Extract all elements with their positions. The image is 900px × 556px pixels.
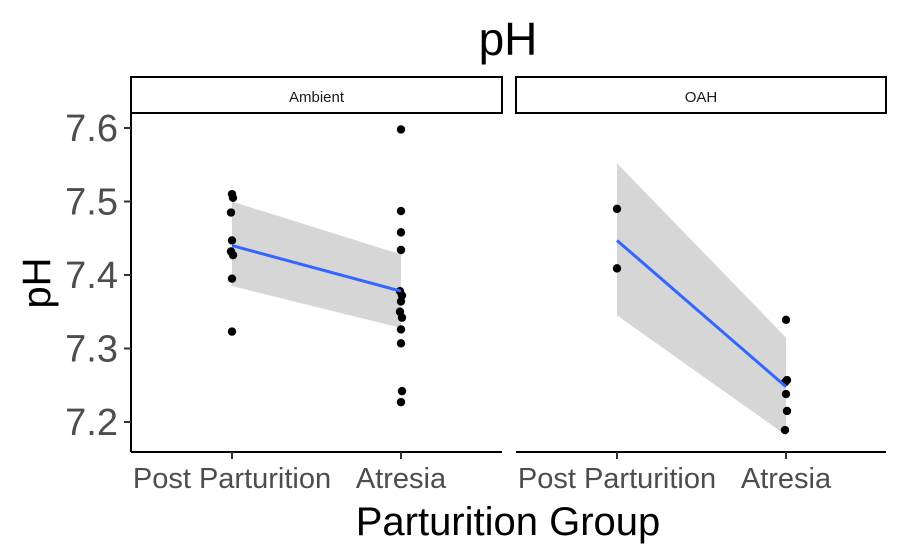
data-point xyxy=(781,389,791,399)
y-tick-label: 7.4 xyxy=(65,255,118,297)
y-tick-label: 7.3 xyxy=(65,329,118,371)
y-tick-label: 7.6 xyxy=(65,108,118,150)
data-point xyxy=(396,245,406,255)
strip-label-ambient: Ambient xyxy=(289,89,345,106)
data-point xyxy=(227,327,237,336)
data-point xyxy=(396,206,406,216)
data-point xyxy=(396,125,406,134)
chart-title: pH xyxy=(479,13,538,65)
points-layer-oah xyxy=(612,204,792,435)
data-point xyxy=(397,386,407,396)
fit-line xyxy=(231,244,402,293)
fit-line xyxy=(616,239,787,388)
ribbon-layer-oah xyxy=(617,163,786,436)
data-point xyxy=(396,339,406,348)
data-point xyxy=(782,406,792,416)
data-point xyxy=(227,236,237,245)
data-point xyxy=(227,274,237,283)
data-point xyxy=(612,264,622,273)
x-axis-title: Parturition Group xyxy=(356,500,661,544)
data-point xyxy=(396,397,406,407)
fit-layer-ambient xyxy=(231,244,402,293)
y-tick-label: 7.5 xyxy=(65,182,118,224)
panel-oah: OAH xyxy=(515,76,887,459)
x-tick-label-atresia-ambient: Atresia xyxy=(356,463,447,495)
y-axis-title: pH xyxy=(15,257,59,308)
fit-layer-oah xyxy=(616,239,787,388)
confidence-band xyxy=(232,201,401,328)
data-point xyxy=(612,204,622,214)
x-tick-label-post-ambient: Post Parturition xyxy=(133,463,331,495)
strip-ambient xyxy=(130,76,503,114)
data-point xyxy=(228,193,238,203)
data-point xyxy=(226,208,236,217)
x-tick-label-post-oah: Post Parturition xyxy=(518,463,716,495)
y-tick-label: 7.2 xyxy=(65,402,118,444)
strip-label-oah: OAH xyxy=(685,89,718,106)
confidence-band xyxy=(617,163,786,436)
panel-ambient: Ambient xyxy=(130,76,503,459)
strip-oah xyxy=(515,76,887,114)
data-point xyxy=(396,228,406,237)
data-point xyxy=(396,325,406,334)
data-point xyxy=(780,425,790,435)
y-ticks: 7.2 7.3 7.4 7.5 7.6 xyxy=(65,108,131,444)
x-tick-label-atresia-oah: Atresia xyxy=(741,463,832,495)
ribbon-layer-ambient xyxy=(232,201,401,328)
data-point xyxy=(228,250,238,260)
data-point xyxy=(397,313,407,322)
data-point xyxy=(396,297,406,306)
data-point xyxy=(781,315,791,325)
